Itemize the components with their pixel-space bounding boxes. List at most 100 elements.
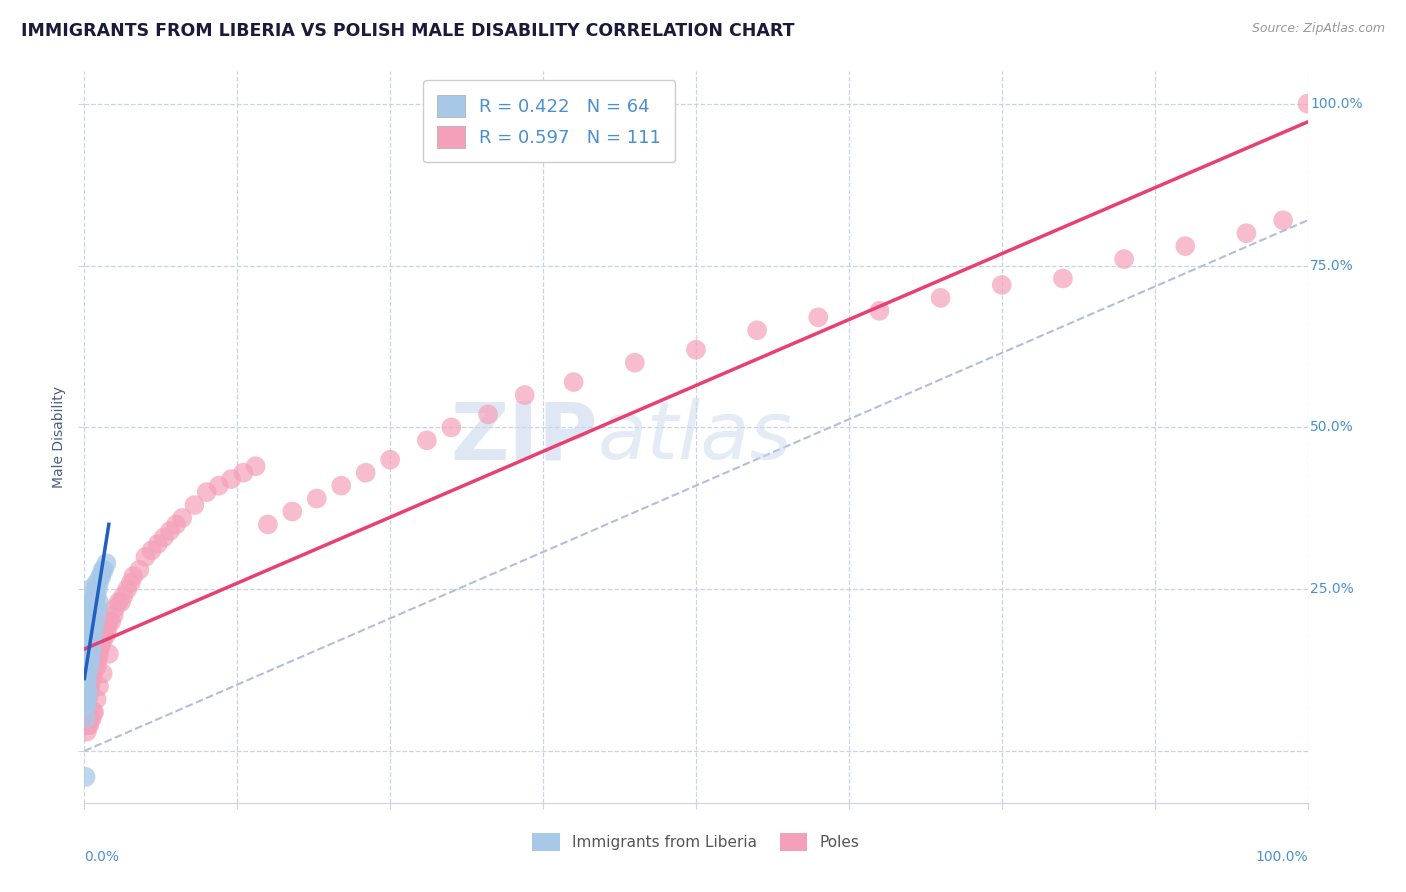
- Point: [80, 660, 103, 674]
- Point: [77, 627, 100, 641]
- Point: [97, 615, 120, 629]
- Point: [77, 718, 100, 732]
- Point: [330, 478, 353, 492]
- Point: [103, 608, 125, 623]
- Point: [76, 692, 98, 706]
- Point: [120, 575, 142, 590]
- Point: [86, 692, 108, 706]
- Point: [82, 666, 104, 681]
- Point: [80, 621, 103, 635]
- Point: [77, 666, 100, 681]
- Point: [128, 563, 150, 577]
- Point: [1296, 96, 1319, 111]
- Point: [79, 660, 101, 674]
- Point: [159, 524, 181, 538]
- Point: [79, 673, 101, 687]
- Point: [281, 504, 304, 518]
- Point: [87, 575, 110, 590]
- Point: [257, 517, 280, 532]
- Point: [90, 634, 112, 648]
- Point: [82, 634, 104, 648]
- Point: [135, 549, 157, 564]
- Point: [80, 673, 103, 687]
- Point: [82, 601, 104, 615]
- Point: [624, 356, 647, 370]
- Text: 0.0%: 0.0%: [84, 850, 120, 864]
- Point: [75, 679, 97, 693]
- Point: [112, 589, 135, 603]
- Point: [76, 679, 98, 693]
- Point: [94, 621, 117, 635]
- Point: [77, 660, 100, 674]
- Point: [83, 660, 105, 674]
- Point: [153, 530, 176, 544]
- Point: [90, 569, 112, 583]
- Point: [83, 653, 105, 667]
- Point: [1272, 213, 1295, 227]
- Point: [76, 673, 98, 687]
- Text: 75.0%: 75.0%: [1310, 259, 1354, 273]
- Point: [75, 705, 97, 719]
- Point: [89, 569, 111, 583]
- Point: [685, 343, 707, 357]
- Point: [77, 660, 100, 674]
- Point: [82, 627, 104, 641]
- Point: [87, 653, 110, 667]
- Point: [146, 537, 169, 551]
- Point: [91, 634, 114, 648]
- Point: [141, 543, 163, 558]
- Point: [77, 634, 100, 648]
- Legend: Immigrants from Liberia, Poles: Immigrants from Liberia, Poles: [526, 827, 866, 857]
- Point: [79, 595, 101, 609]
- Point: [75, 653, 97, 667]
- Point: [80, 595, 103, 609]
- Point: [83, 647, 105, 661]
- Point: [245, 459, 267, 474]
- Point: [440, 420, 463, 434]
- Point: [76, 634, 98, 648]
- Point: [79, 653, 101, 667]
- Point: [84, 595, 107, 609]
- Point: [104, 601, 127, 615]
- Point: [354, 466, 377, 480]
- Point: [1052, 271, 1074, 285]
- Point: [79, 608, 101, 623]
- Point: [86, 653, 108, 667]
- Point: [76, 647, 98, 661]
- Point: [76, 705, 98, 719]
- Point: [76, 692, 98, 706]
- Point: [91, 563, 114, 577]
- Point: [80, 653, 103, 667]
- Point: [89, 640, 111, 655]
- Point: [1236, 226, 1258, 240]
- Point: [77, 679, 100, 693]
- Point: [77, 601, 100, 615]
- Point: [77, 718, 100, 732]
- Point: [929, 291, 952, 305]
- Text: 100.0%: 100.0%: [1310, 96, 1362, 111]
- Point: [90, 627, 112, 641]
- Point: [76, 698, 98, 713]
- Point: [84, 660, 107, 674]
- Point: [96, 627, 118, 641]
- Point: [80, 666, 103, 681]
- Point: [86, 575, 108, 590]
- Point: [76, 724, 98, 739]
- Point: [79, 634, 101, 648]
- Point: [76, 627, 98, 641]
- Point: [76, 640, 98, 655]
- Point: [100, 615, 122, 629]
- Point: [115, 582, 138, 597]
- Point: [416, 434, 439, 448]
- Point: [76, 660, 98, 674]
- Point: [83, 621, 105, 635]
- Point: [87, 640, 110, 655]
- Point: [77, 615, 100, 629]
- Point: [80, 634, 103, 648]
- Point: [77, 640, 100, 655]
- Point: [77, 615, 100, 629]
- Point: [183, 498, 205, 512]
- Point: [82, 615, 104, 629]
- Text: 50.0%: 50.0%: [1310, 420, 1354, 434]
- Text: 25.0%: 25.0%: [1310, 582, 1354, 596]
